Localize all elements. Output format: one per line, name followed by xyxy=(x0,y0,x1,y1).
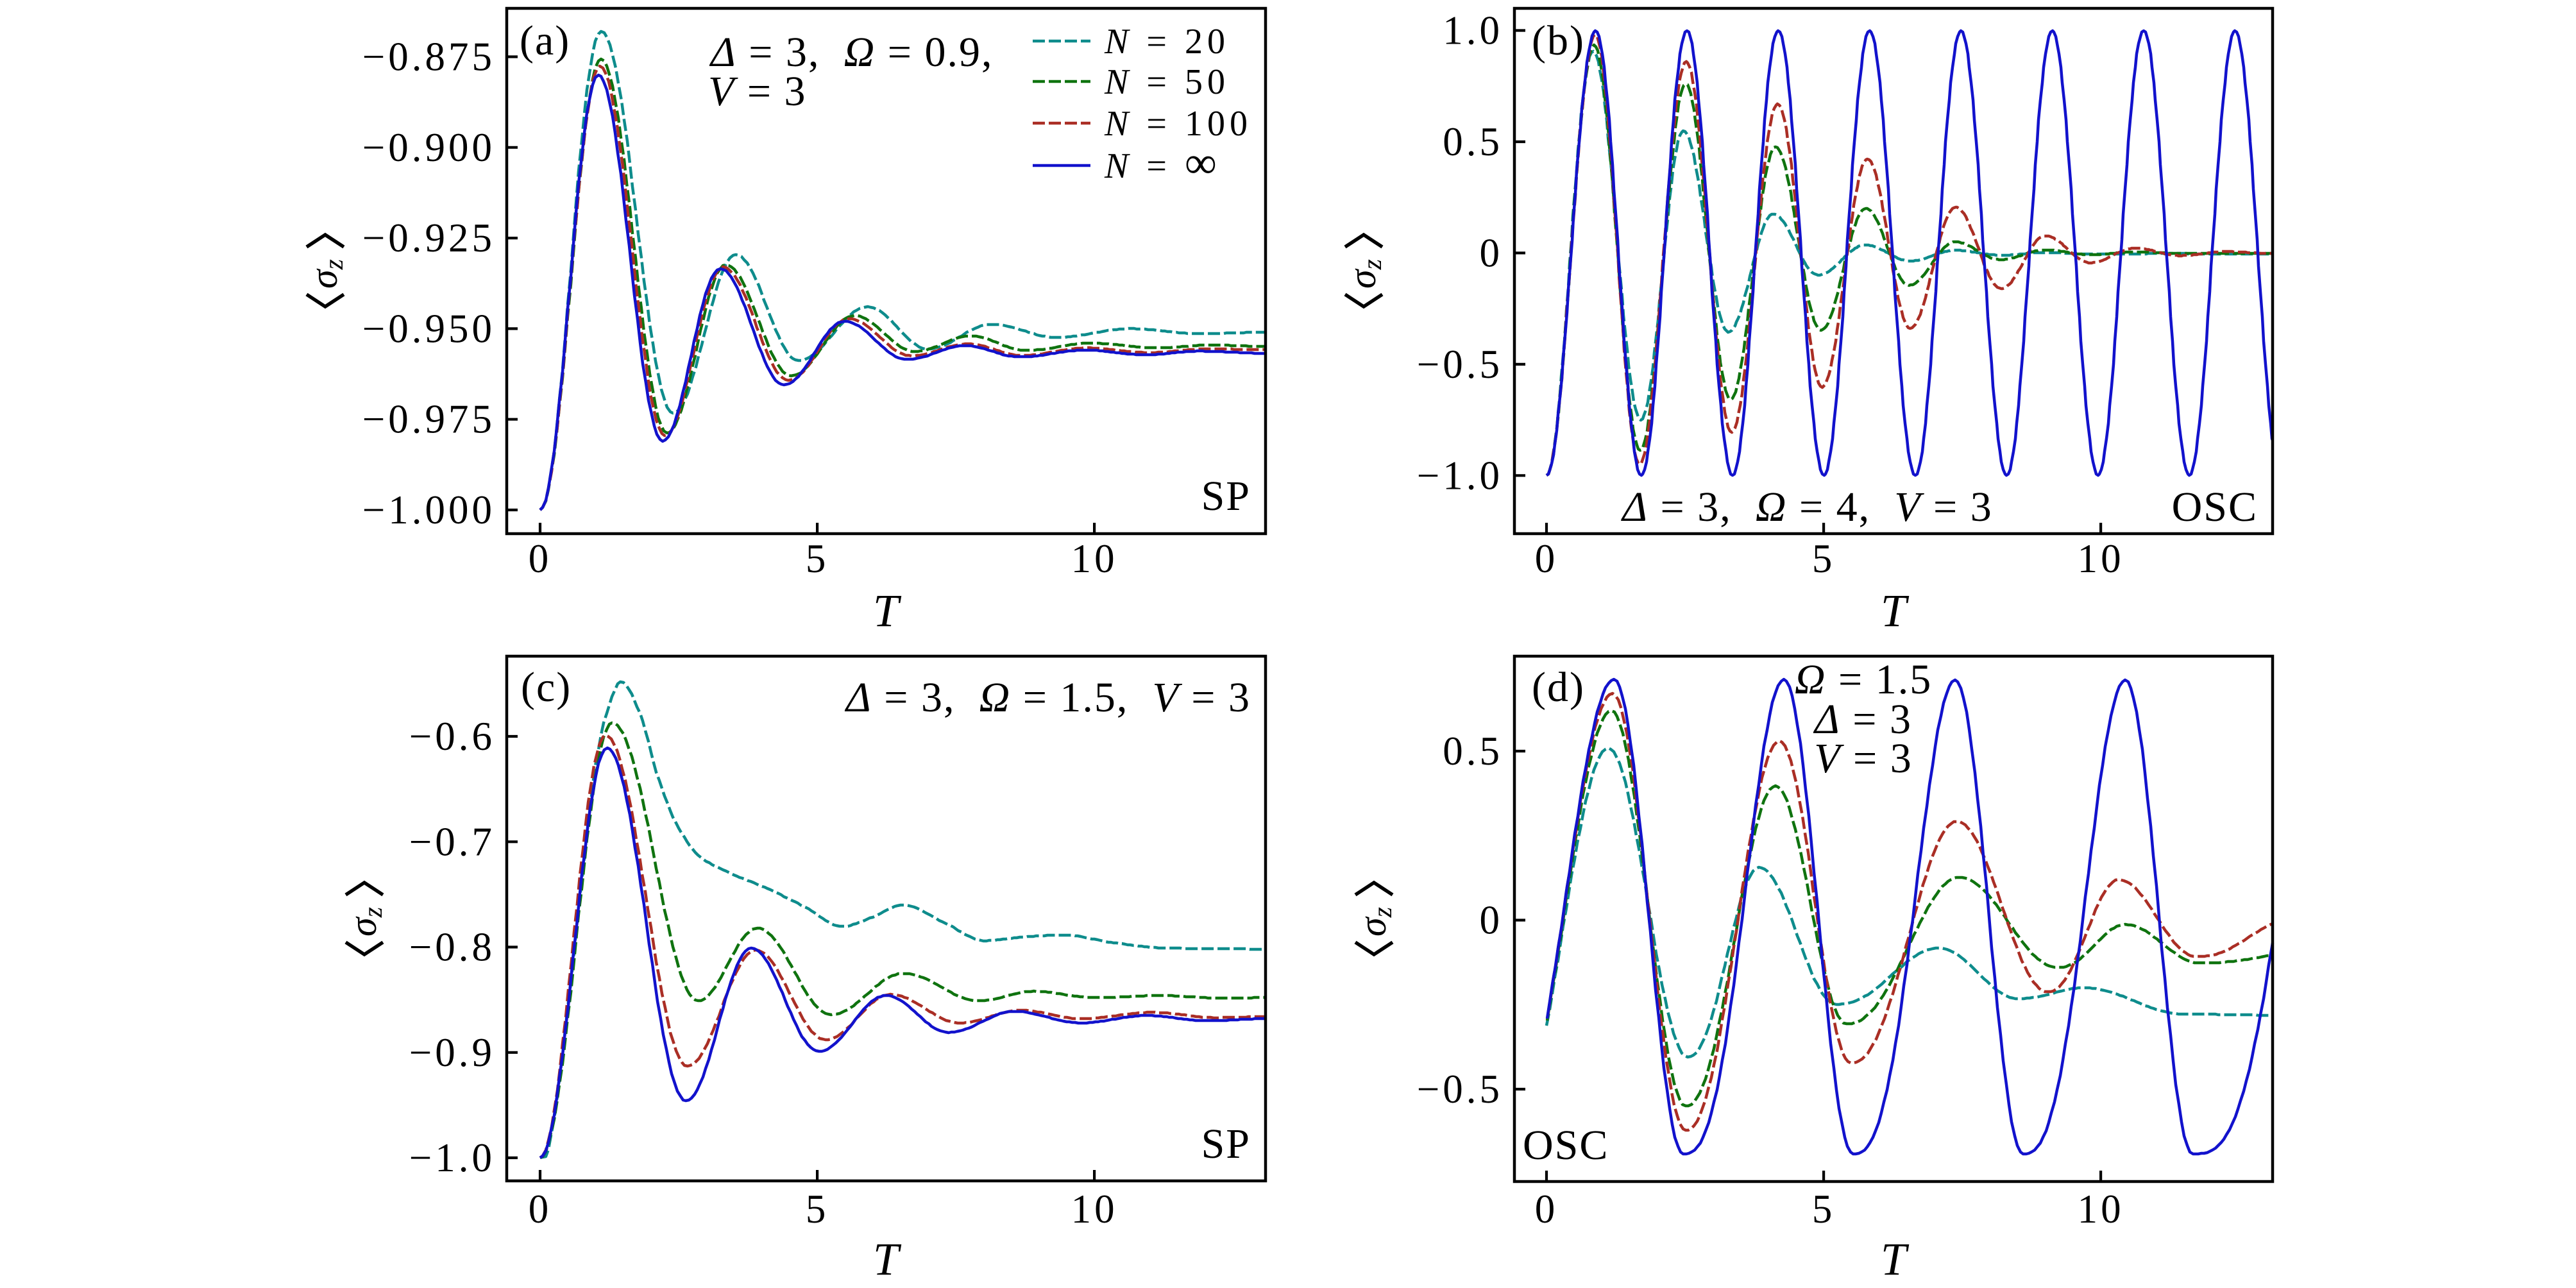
svg-text:5: 5 xyxy=(1812,536,1836,581)
svg-text:N = ∞: N = ∞ xyxy=(1104,139,1221,188)
svg-text:T: T xyxy=(873,1233,902,1285)
svg-text:−0.5: −0.5 xyxy=(1417,1067,1503,1112)
svg-text:(a): (a) xyxy=(520,17,570,64)
svg-text:−0.975: −0.975 xyxy=(362,397,495,442)
svg-text:T: T xyxy=(1881,585,1910,636)
svg-text:T: T xyxy=(1881,1233,1910,1285)
svg-text:0.5: 0.5 xyxy=(1443,119,1503,164)
svg-text:0: 0 xyxy=(529,1187,552,1232)
svg-text:SP: SP xyxy=(1201,473,1251,520)
svg-text:N = 50: N = 50 xyxy=(1104,62,1230,102)
svg-text:5: 5 xyxy=(806,536,829,581)
svg-text:−1.000: −1.000 xyxy=(362,487,495,532)
svg-text:Δ = 3, Ω = 4, V = 3: Δ = 3, Ω = 4, V = 3 xyxy=(1620,484,1993,530)
svg-text:10: 10 xyxy=(2078,536,2124,581)
svg-text:OSC: OSC xyxy=(1523,1122,1609,1169)
svg-text:−0.900: −0.900 xyxy=(362,125,495,170)
svg-text:Δ = 3, Ω = 0.9,: Δ = 3, Ω = 0.9, xyxy=(709,29,993,76)
svg-text:10: 10 xyxy=(2078,1187,2124,1232)
svg-text:−1.0: −1.0 xyxy=(1417,453,1503,498)
svg-text:5: 5 xyxy=(806,1187,829,1232)
svg-text:−0.5: −0.5 xyxy=(1417,342,1503,387)
svg-text:−0.8: −0.8 xyxy=(409,925,495,970)
svg-text:(c): (c) xyxy=(521,664,572,711)
svg-text:0: 0 xyxy=(529,536,552,581)
svg-text:0.5: 0.5 xyxy=(1443,729,1503,774)
svg-text:(d): (d) xyxy=(1532,664,1585,711)
svg-text:−1.0: −1.0 xyxy=(409,1135,495,1180)
svg-text:−0.7: −0.7 xyxy=(409,819,495,864)
svg-text:V = 3: V = 3 xyxy=(1814,735,1913,782)
svg-text:−0.925: −0.925 xyxy=(362,216,495,260)
svg-text:0: 0 xyxy=(1535,1187,1559,1232)
svg-text:10: 10 xyxy=(1071,1187,1118,1232)
svg-text:−0.950: −0.950 xyxy=(362,306,495,351)
svg-text:N = 20: N = 20 xyxy=(1104,22,1230,62)
svg-text:0: 0 xyxy=(1535,536,1559,581)
svg-text:T: T xyxy=(873,585,902,636)
svg-text:0: 0 xyxy=(1480,230,1504,275)
svg-text:N = 100: N = 100 xyxy=(1104,104,1252,144)
svg-text:10: 10 xyxy=(1071,536,1118,581)
svg-text:−0.9: −0.9 xyxy=(409,1030,495,1075)
svg-text:Δ = 3: Δ = 3 xyxy=(1813,696,1912,743)
svg-text:0: 0 xyxy=(1480,898,1504,943)
svg-text:−0.875: −0.875 xyxy=(362,35,495,80)
svg-text:Δ = 3, Ω = 1.5, V = 3: Δ = 3, Ω = 1.5, V = 3 xyxy=(844,674,1251,721)
svg-text:−0.6: −0.6 xyxy=(409,714,495,759)
svg-text:(b): (b) xyxy=(1532,17,1585,64)
svg-text:1.0: 1.0 xyxy=(1443,8,1503,53)
svg-text:5: 5 xyxy=(1812,1187,1836,1232)
svg-text:SP: SP xyxy=(1201,1121,1251,1167)
svg-text:OSC: OSC xyxy=(2172,484,2258,530)
svg-text:Ω = 1.5: Ω = 1.5 xyxy=(1795,656,1932,703)
svg-text:V = 3: V = 3 xyxy=(708,68,807,115)
